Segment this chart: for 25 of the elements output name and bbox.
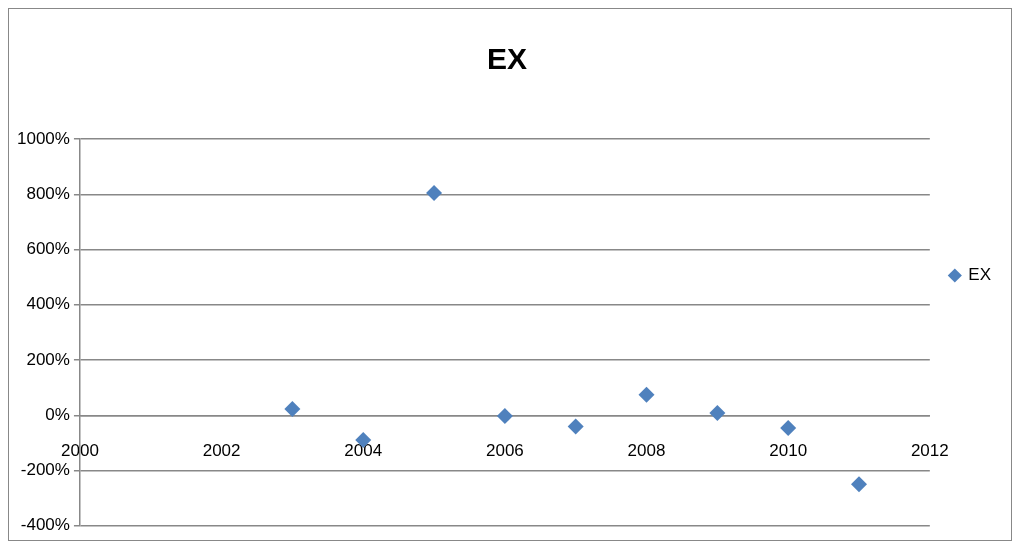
y-tick-label: 600% xyxy=(26,239,70,259)
y-tick-label: -200% xyxy=(20,460,70,480)
y-tick-label: 0% xyxy=(45,404,70,424)
y-tick-label: -400% xyxy=(20,515,70,535)
x-tick-label: 2008 xyxy=(627,441,666,461)
point xyxy=(851,476,867,493)
point xyxy=(284,400,301,417)
x-tick-label: 2012 xyxy=(910,441,949,461)
point xyxy=(426,184,443,201)
point xyxy=(709,405,726,422)
x-tick-label: 2002 xyxy=(202,441,241,461)
y-tick-label: 200% xyxy=(26,349,70,369)
chart-title: EX xyxy=(486,42,528,76)
x-tick-label: 2004 xyxy=(344,441,383,461)
point xyxy=(780,420,797,436)
y-tick-label: 1000% xyxy=(17,128,70,148)
x-tick-label: 2000 xyxy=(61,441,99,461)
y-tick-label: 800% xyxy=(26,183,70,203)
x-tick-label: 2010 xyxy=(769,441,808,461)
point xyxy=(567,418,584,435)
point xyxy=(496,408,513,425)
legend-label: EX xyxy=(968,265,992,285)
y-tick-label: 400% xyxy=(26,294,70,314)
point xyxy=(638,386,655,403)
x-tick-label: 2006 xyxy=(485,441,524,461)
